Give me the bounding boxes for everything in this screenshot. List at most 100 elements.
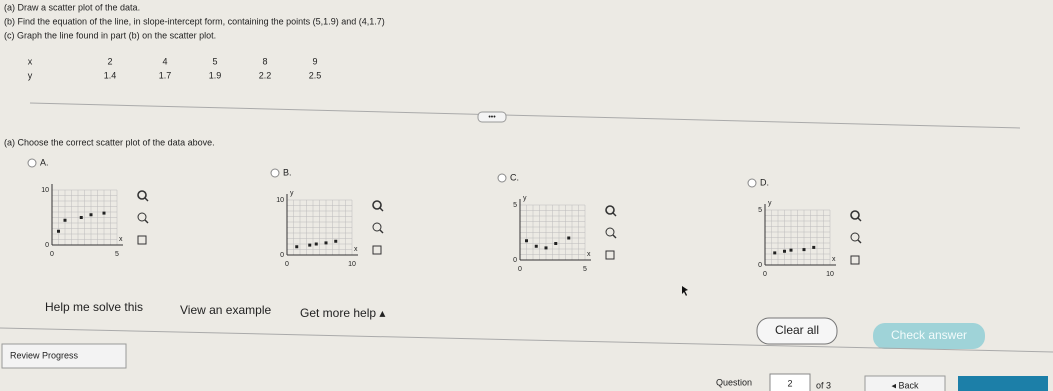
axis-label: 10	[41, 187, 49, 194]
axis-label: x	[832, 256, 836, 263]
zoom-handle	[379, 207, 384, 212]
axis-label: 0	[285, 261, 289, 268]
zoom-icon[interactable]	[372, 200, 382, 210]
table-cell: 4	[162, 56, 167, 66]
zoom-handle	[857, 239, 862, 244]
help-link[interactable]: Help me solve this	[45, 300, 143, 314]
zoom-icon[interactable]	[605, 205, 615, 215]
axis-label: 0	[518, 266, 522, 273]
dot	[295, 245, 299, 249]
zoom-handle	[612, 234, 617, 239]
zoom-handle	[612, 212, 617, 217]
expand-button[interactable]	[477, 111, 507, 123]
dot	[57, 229, 60, 233]
dot	[783, 249, 786, 253]
dot	[534, 244, 538, 248]
question-input[interactable]	[769, 373, 811, 391]
dot	[525, 239, 528, 243]
axis-label: y	[768, 200, 772, 207]
dot	[812, 245, 816, 249]
next-button[interactable]	[958, 376, 1048, 391]
axis-label: 5	[758, 207, 762, 214]
popout-icon[interactable]	[137, 235, 147, 245]
check-label: Check answer	[891, 328, 967, 342]
question: (a) Choose the correct scatter plot of t…	[4, 137, 215, 147]
dot	[79, 216, 83, 219]
table-cell: 2.2	[259, 70, 272, 80]
axis-label: 5	[115, 251, 119, 258]
axis-label: y	[523, 195, 527, 202]
option-label: D.	[760, 177, 769, 187]
axis-label: 5	[583, 266, 587, 273]
axis-label: x	[119, 236, 123, 243]
option[interactable]: D. 5y x 00 10	[747, 177, 862, 278]
zoom-icon[interactable]	[372, 222, 382, 232]
example-link[interactable]: View an example	[180, 303, 271, 317]
axis-label: 10	[348, 261, 356, 268]
zoom-icon[interactable]	[850, 210, 860, 220]
axis-label: 10	[826, 271, 834, 278]
option-label: B.	[283, 167, 292, 177]
cursor	[682, 286, 688, 296]
popout-icon[interactable]	[850, 255, 860, 265]
data-table: x 2 4 5 8 9 y 1.4 1.7 1.9 2.2 2.5	[28, 56, 322, 80]
table-cell: y	[28, 70, 33, 80]
table-cell: 1.4	[104, 70, 117, 80]
table-cell: 2	[107, 56, 112, 66]
option[interactable]: A. 10 x 00 5	[27, 157, 149, 258]
option[interactable]: B. 10 y x 00 10	[270, 167, 384, 268]
question-total: of 3	[816, 380, 831, 390]
zoom-handle	[144, 219, 149, 224]
zoom-handle	[857, 217, 862, 222]
radio[interactable]	[27, 158, 37, 168]
option-label: A.	[40, 157, 49, 167]
dot	[314, 242, 318, 246]
instruction: (a) Draw a scatter plot of the data.	[4, 2, 140, 12]
zoom-icon[interactable]	[850, 232, 860, 242]
clear-button[interactable]	[756, 317, 838, 345]
table-cell: 5	[212, 56, 217, 66]
radio[interactable]	[270, 168, 280, 178]
axis-label: 5	[513, 202, 517, 209]
back-label: ◂ Back	[891, 380, 919, 390]
check-button[interactable]	[873, 323, 985, 349]
divider	[29, 102, 1021, 129]
question-number: 2	[787, 378, 792, 388]
back-button[interactable]	[864, 375, 946, 391]
dot	[567, 236, 571, 240]
divider	[0, 327, 1053, 353]
axis-label: 0	[50, 251, 54, 258]
table-cell: 1.7	[159, 70, 172, 80]
clear-label: Clear all	[775, 323, 819, 337]
more-help-link[interactable]: Get more help ▴	[300, 306, 385, 320]
axis-label: 0	[763, 271, 767, 278]
zoom-handle	[144, 197, 149, 202]
zoom-icon[interactable]	[137, 212, 147, 222]
axis-label: x	[587, 251, 591, 258]
dot	[324, 241, 328, 245]
radio[interactable]	[747, 178, 757, 188]
table-cell: 2.5	[309, 70, 322, 80]
option-label: C.	[510, 172, 519, 182]
instruction: (c) Graph the line found in part (b) on …	[4, 30, 216, 40]
dot	[789, 248, 793, 252]
axis-label: x	[354, 246, 358, 253]
zoom-icon[interactable]	[605, 227, 615, 237]
dot	[102, 211, 106, 215]
instruction: (b) Find the equation of the line, in sl…	[4, 16, 385, 26]
ellipsis: •••	[488, 114, 496, 121]
popout-icon[interactable]	[605, 250, 615, 260]
review-button[interactable]	[1, 343, 127, 369]
dot	[773, 251, 777, 255]
dot	[63, 218, 67, 222]
zoom-handle	[379, 229, 384, 234]
table-cell: x	[28, 56, 33, 66]
popout-icon[interactable]	[372, 245, 382, 255]
axis-label: y	[290, 190, 294, 197]
radio[interactable]	[497, 173, 507, 183]
zoom-icon[interactable]	[137, 190, 147, 200]
table-cell: 8	[262, 56, 267, 66]
